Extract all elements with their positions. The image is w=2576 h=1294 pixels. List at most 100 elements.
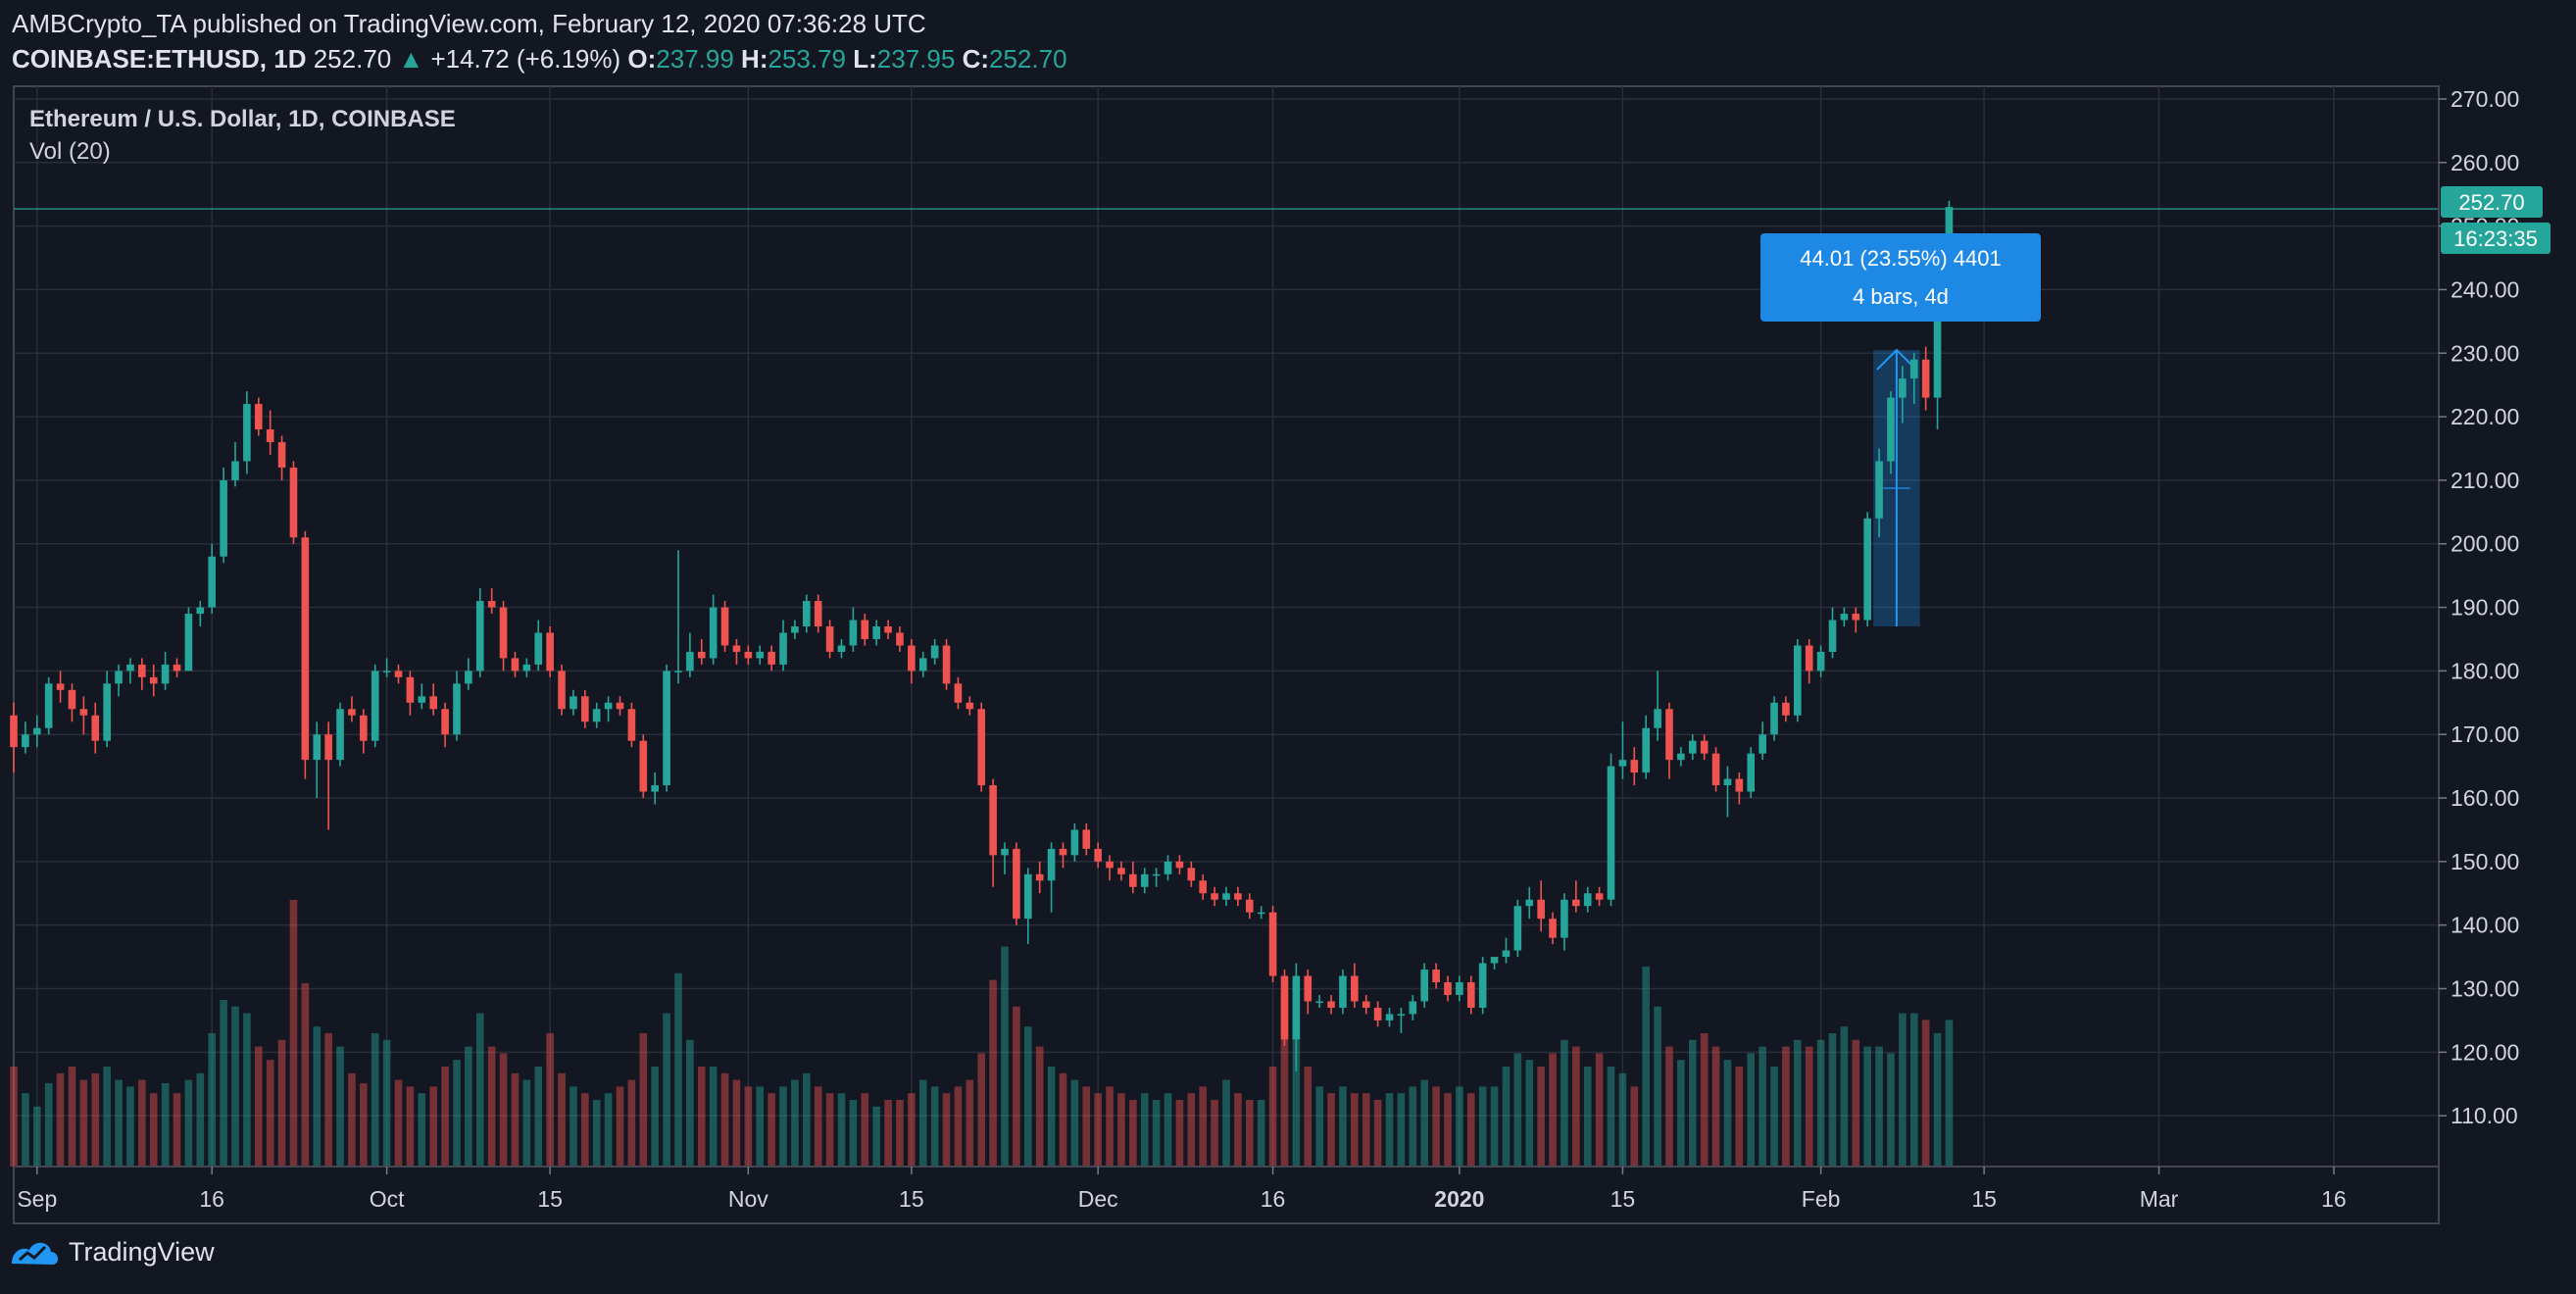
candle-body bbox=[1921, 359, 1930, 398]
tradingview-brand[interactable]: TradingView bbox=[69, 1237, 215, 1267]
volume-bar bbox=[1816, 1039, 1825, 1167]
time-tick-label: 16 bbox=[2321, 1186, 2347, 1212]
time-tick-label: 16 bbox=[1261, 1186, 1286, 1212]
candle bbox=[814, 594, 822, 633]
candle-body bbox=[1409, 1001, 1417, 1015]
candle bbox=[1001, 842, 1009, 874]
candle-body bbox=[1070, 829, 1079, 856]
candle bbox=[1478, 957, 1487, 1015]
time-tick-label: 16 bbox=[199, 1186, 224, 1212]
candle bbox=[674, 550, 682, 684]
candle-body bbox=[1770, 702, 1778, 735]
volume-bar bbox=[1059, 1072, 1067, 1167]
candle bbox=[1304, 970, 1313, 1015]
candle-body bbox=[768, 651, 775, 665]
candle-body bbox=[989, 785, 997, 856]
grid bbox=[14, 86, 2439, 1167]
volume-indicator-label[interactable]: Vol (20) bbox=[29, 138, 111, 165]
price-tick-label: 110.00 bbox=[2451, 1103, 2518, 1128]
candle-body bbox=[1642, 727, 1650, 773]
candle-body bbox=[1794, 645, 1802, 716]
volume-bar bbox=[908, 1093, 916, 1167]
symbol-label[interactable]: COINBASE:ETHUSD, 1D bbox=[12, 44, 307, 74]
candle-body bbox=[825, 626, 834, 652]
candle-body bbox=[1525, 899, 1534, 907]
candle-body bbox=[79, 709, 88, 716]
candle-body bbox=[1199, 880, 1208, 894]
candle bbox=[686, 632, 694, 677]
price-tick-label: 240.00 bbox=[2451, 276, 2519, 302]
volume-bar bbox=[313, 1026, 322, 1167]
candle-body bbox=[1618, 760, 1627, 767]
volume-bar bbox=[849, 1100, 858, 1167]
candle bbox=[1513, 899, 1522, 958]
last-price-tag-value: 252.70 bbox=[2458, 190, 2524, 215]
candle-body bbox=[674, 671, 682, 672]
volume-bar bbox=[1420, 1079, 1429, 1167]
time-tick-label: 2020 bbox=[1434, 1186, 1484, 1212]
volume-bar bbox=[1759, 1046, 1766, 1167]
close-label: C: bbox=[962, 44, 989, 74]
volume-bar bbox=[1478, 1086, 1487, 1167]
candle-body bbox=[1013, 848, 1020, 920]
candle bbox=[1490, 957, 1499, 970]
volume-bar bbox=[1945, 1020, 1954, 1167]
volume-bar bbox=[1595, 1053, 1604, 1167]
price-tick-label: 220.00 bbox=[2451, 404, 2519, 429]
volume-bar bbox=[896, 1100, 904, 1167]
volume-bar bbox=[1560, 1039, 1568, 1167]
volume-bar bbox=[1513, 1053, 1522, 1167]
measure-tool[interactable] bbox=[1873, 348, 1920, 626]
legend-title: Ethereum / U.S. Dollar, 1D, COINBASE bbox=[29, 106, 456, 132]
candle bbox=[1909, 353, 1918, 405]
candle-body bbox=[1840, 614, 1849, 621]
candle bbox=[1921, 346, 1930, 411]
volume-bar bbox=[942, 1093, 951, 1167]
volume-bar bbox=[1013, 1006, 1020, 1167]
volume-bar bbox=[1129, 1100, 1137, 1167]
volume-bar bbox=[1304, 1067, 1313, 1167]
candle bbox=[732, 638, 741, 665]
volume-bar bbox=[161, 1083, 170, 1167]
price-tick-label: 260.00 bbox=[2451, 150, 2519, 175]
candle-body bbox=[1537, 899, 1545, 920]
candle bbox=[360, 709, 368, 754]
volume-bar bbox=[511, 1072, 520, 1167]
candle bbox=[487, 588, 496, 615]
volume-bar bbox=[966, 1079, 974, 1167]
candle bbox=[1082, 822, 1091, 856]
volume-bar bbox=[744, 1086, 753, 1167]
candle-body bbox=[1711, 753, 1720, 786]
tradingview-logo-icon[interactable] bbox=[10, 1238, 61, 1268]
candle bbox=[1735, 772, 1744, 805]
candle-body bbox=[1654, 709, 1661, 728]
time-axis[interactable]: Sep 16 Oct 15 Nov 15 Dec 16 2020 15 Feb 15 Mar 16 bbox=[14, 1166, 2439, 1212]
volume-bar bbox=[1607, 1067, 1615, 1167]
candle bbox=[441, 702, 449, 748]
volume-bar bbox=[1444, 1093, 1452, 1167]
candle-body bbox=[592, 709, 601, 722]
candle-body bbox=[173, 664, 181, 672]
candle bbox=[126, 658, 134, 684]
publisher-name[interactable]: AMBCrypto_TA bbox=[12, 9, 186, 38]
volume-bar bbox=[371, 1033, 379, 1167]
candle-body bbox=[1828, 620, 1837, 652]
price-axis[interactable]: 110.00 120.00 130.00 140.00 150.00 160.00 170.… bbox=[2438, 86, 2519, 1223]
volume-bar bbox=[1373, 1100, 1382, 1167]
volume-bar bbox=[1035, 1046, 1044, 1167]
candle bbox=[1654, 671, 1661, 741]
candle bbox=[1688, 734, 1697, 761]
candle bbox=[1502, 937, 1511, 964]
price-chart[interactable]: Sep 16 Oct 15 Nov 15 Dec 16 2020 15 Feb 15 Mar 16 110… bbox=[0, 78, 2576, 1227]
candle bbox=[942, 638, 951, 690]
candle-body bbox=[406, 676, 415, 703]
candle bbox=[1199, 873, 1208, 900]
candle bbox=[954, 676, 963, 710]
candle-body bbox=[1490, 957, 1499, 964]
ohlc-line: COINBASE:ETHUSD, 1D 252.70 ▲ +14.72 (+6.… bbox=[12, 41, 1067, 76]
candle-body bbox=[1280, 975, 1289, 1040]
volume-bar bbox=[1292, 1020, 1301, 1167]
volume-bar bbox=[1222, 1079, 1230, 1167]
candle bbox=[394, 664, 403, 684]
candle bbox=[184, 607, 193, 672]
